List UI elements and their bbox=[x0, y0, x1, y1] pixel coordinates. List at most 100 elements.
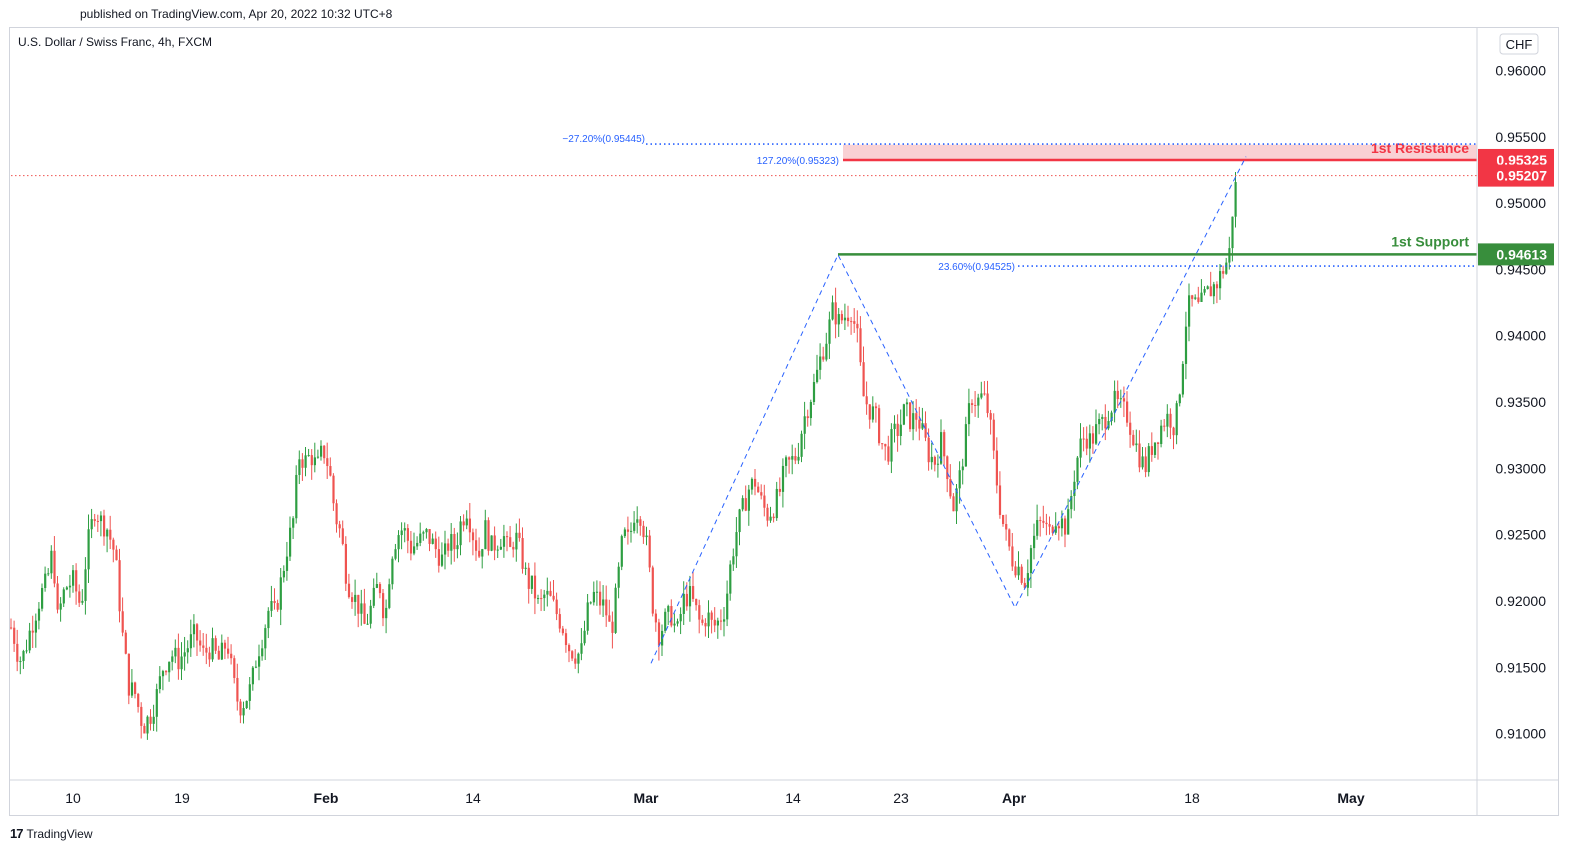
candle-body bbox=[403, 528, 406, 531]
candle-body bbox=[202, 645, 205, 648]
chart-overlays: 1st Resistance −27.20%(0.95445) 127.20%(0.… bbox=[11, 134, 1477, 664]
candle-body bbox=[502, 536, 506, 547]
candle-body bbox=[1122, 398, 1126, 402]
candle-body bbox=[487, 520, 490, 551]
candle-body bbox=[205, 647, 208, 653]
candle-body bbox=[453, 534, 456, 550]
candle-body bbox=[949, 479, 952, 497]
candle-body bbox=[25, 650, 28, 652]
candle-body bbox=[785, 457, 788, 466]
candle-body bbox=[171, 656, 174, 662]
tradingview-logo-icon: 17 bbox=[10, 826, 24, 841]
candle-body bbox=[825, 343, 828, 360]
candle-body bbox=[1005, 524, 1008, 530]
current-price: 0.95207 bbox=[1496, 168, 1547, 184]
candle-body bbox=[10, 627, 13, 629]
candle-body bbox=[1191, 295, 1194, 299]
candle-body bbox=[1219, 271, 1222, 289]
time-tick-label: May bbox=[1337, 790, 1364, 806]
candle-body bbox=[527, 567, 530, 589]
candle-body bbox=[375, 584, 378, 588]
candle-body bbox=[667, 606, 670, 612]
candle-body bbox=[577, 653, 580, 664]
price-tick-label: 0.95000 bbox=[1495, 195, 1546, 211]
candle-body bbox=[1209, 286, 1212, 297]
candle-body bbox=[304, 455, 307, 468]
candle-body bbox=[850, 321, 853, 323]
candle-body bbox=[385, 607, 388, 619]
candle-body bbox=[1169, 413, 1172, 428]
candle-body bbox=[1178, 394, 1181, 404]
candle-body bbox=[1194, 297, 1197, 299]
candle-body bbox=[490, 535, 493, 551]
candle-body bbox=[986, 393, 989, 414]
candle-body bbox=[1163, 425, 1166, 427]
candle-body bbox=[332, 475, 335, 504]
candle-body bbox=[413, 546, 416, 554]
candle-body bbox=[397, 535, 400, 550]
candle-body bbox=[537, 598, 540, 600]
candle-body bbox=[673, 623, 676, 626]
candle-body bbox=[1172, 427, 1175, 436]
candle-body bbox=[264, 628, 267, 649]
candle-body bbox=[921, 423, 924, 429]
candle-body bbox=[732, 556, 735, 565]
time-tick-label: Mar bbox=[634, 790, 659, 806]
candle-body bbox=[1054, 526, 1057, 533]
candle-body bbox=[118, 560, 121, 612]
candle-body bbox=[1036, 520, 1039, 536]
candle-body bbox=[580, 643, 583, 654]
candle-body bbox=[93, 519, 96, 521]
candle-body bbox=[279, 577, 282, 610]
candle-body bbox=[298, 459, 301, 475]
candle-body bbox=[112, 539, 115, 550]
price-tick-label: 0.91500 bbox=[1495, 659, 1546, 675]
candle-body bbox=[1215, 284, 1219, 289]
candle-body bbox=[273, 601, 276, 604]
tradingview-logo[interactable]: 17 TradingView bbox=[10, 826, 93, 841]
candle-body bbox=[130, 682, 134, 696]
candle-body bbox=[915, 413, 918, 420]
candle-body bbox=[140, 706, 143, 726]
price-tick-label: 0.95500 bbox=[1495, 129, 1546, 145]
time-tick-label: 14 bbox=[785, 790, 801, 806]
candle-body bbox=[933, 456, 936, 465]
candle-body bbox=[267, 610, 270, 629]
chart-frame bbox=[9, 27, 1559, 816]
candle-body bbox=[1110, 412, 1113, 422]
candle-body bbox=[707, 612, 710, 627]
candle-body bbox=[1234, 182, 1237, 217]
candle-body bbox=[1175, 403, 1178, 436]
symbol-title: U.S. Dollar / Swiss Franc, 4h, FXCM bbox=[18, 35, 212, 49]
candle-body bbox=[53, 550, 56, 584]
resistance-label: 1st Resistance bbox=[1371, 140, 1469, 156]
candle-body bbox=[964, 424, 967, 467]
candle-body bbox=[425, 528, 428, 533]
zigzag-pattern bbox=[650, 156, 1247, 664]
candle-body bbox=[595, 591, 599, 593]
candle-body bbox=[763, 495, 766, 508]
candle-body bbox=[478, 550, 481, 557]
currency-label: CHF bbox=[1506, 37, 1533, 52]
candle-body bbox=[626, 529, 630, 532]
candle-body bbox=[912, 413, 915, 430]
candle-body bbox=[840, 314, 843, 321]
candle-body bbox=[843, 317, 847, 321]
candle-body bbox=[571, 651, 574, 659]
candle-body bbox=[998, 485, 1002, 515]
candle-body bbox=[530, 575, 533, 589]
candle-body bbox=[121, 611, 124, 633]
candle-body bbox=[1051, 526, 1054, 533]
tradingview-logo-text: TradingView bbox=[26, 826, 93, 841]
candle-body bbox=[1141, 456, 1144, 468]
support-label: 1st Support bbox=[1391, 233, 1469, 249]
candle-body bbox=[137, 693, 140, 707]
candle-body bbox=[698, 605, 701, 620]
candle-body bbox=[586, 602, 589, 631]
price-tick-label: 0.92000 bbox=[1495, 593, 1546, 609]
candle-body bbox=[871, 406, 874, 420]
candlestick-series bbox=[10, 172, 1237, 740]
candle-body bbox=[307, 455, 310, 457]
candle-body bbox=[217, 650, 220, 660]
